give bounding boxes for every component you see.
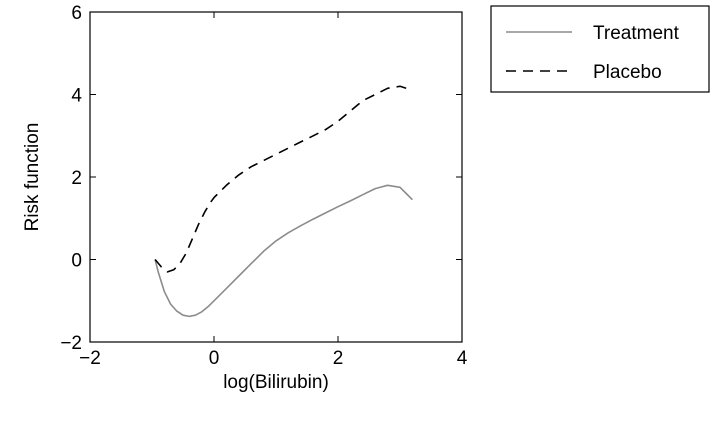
- y-tick-label: 4: [71, 86, 82, 107]
- series-line-treatment: [154, 184, 413, 318]
- y-tick-label: 0: [71, 251, 82, 272]
- y-tick-label: −2: [60, 333, 82, 354]
- legend-label-placebo: Placebo: [593, 62, 662, 83]
- x-tick-label: 2: [333, 348, 344, 369]
- y-axis-ticks: −2 0 2 4 6: [60, 3, 462, 354]
- x-tick-label: 0: [209, 348, 220, 369]
- legend-label-treatment: Treatment: [593, 23, 680, 44]
- x-axis-label: log(Bilirubin): [223, 372, 329, 393]
- plot-area-frame: [89, 11, 463, 343]
- y-tick-label: 6: [71, 3, 82, 24]
- x-axis-ticks: −2 0 2 4: [79, 12, 468, 369]
- y-axis-label: Risk function: [22, 123, 43, 232]
- legend: Treatment Placebo: [490, 5, 710, 93]
- y-tick-label: 2: [71, 168, 82, 189]
- x-tick-label: −2: [79, 348, 101, 369]
- series-layer: [154, 85, 413, 318]
- legend-box: [490, 5, 710, 93]
- series-line-placebo: [154, 85, 413, 273]
- x-tick-label: 4: [457, 348, 468, 369]
